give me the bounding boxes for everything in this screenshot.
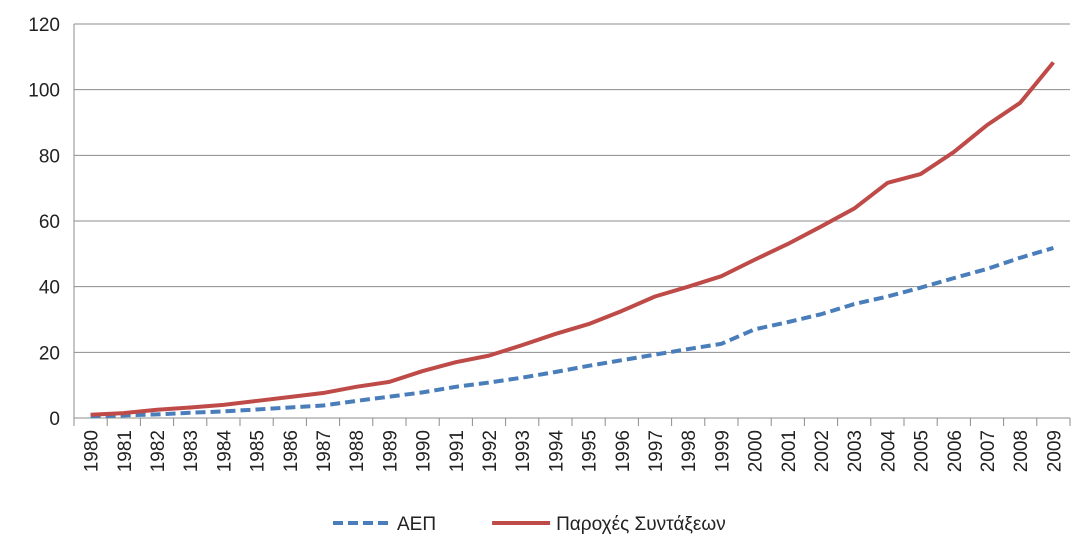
legend-label: Παροχές Συντάξεων xyxy=(556,514,726,535)
series-line xyxy=(90,246,1054,419)
x-tick-label: 1994 xyxy=(546,430,567,473)
y-tick-label: 0 xyxy=(49,409,60,430)
y-tick-label: 80 xyxy=(39,146,60,167)
x-tick-label: 2000 xyxy=(746,430,767,472)
x-tick-label: 1993 xyxy=(513,430,534,472)
series-line xyxy=(90,61,1055,417)
x-tick-label: 2001 xyxy=(779,430,800,472)
x-tick-label: 1986 xyxy=(281,430,302,472)
x-tick-label: 2004 xyxy=(878,430,899,473)
x-tick-label: 2009 xyxy=(1044,430,1065,472)
legend-label: ΑΕΠ xyxy=(397,514,436,535)
y-tick-label: 20 xyxy=(39,343,60,364)
x-tick-label: 2002 xyxy=(812,430,833,472)
y-tick-label: 60 xyxy=(39,212,60,233)
x-tick-label: 1989 xyxy=(380,430,401,472)
x-tick-label: 2003 xyxy=(845,430,866,472)
x-tick-label: 1982 xyxy=(148,430,169,472)
x-tick-label: 1984 xyxy=(214,430,235,473)
y-tick-label: 40 xyxy=(39,278,60,299)
x-tick-label: 1995 xyxy=(580,430,601,472)
x-tick-label: 1996 xyxy=(613,430,634,472)
x-tick-label: 1983 xyxy=(181,430,202,472)
x-tick-label: 2007 xyxy=(978,430,999,472)
x-tick-label: 1987 xyxy=(314,430,335,472)
x-tick-label: 2006 xyxy=(945,430,966,472)
x-tick-label: 1997 xyxy=(646,430,667,472)
y-tick-label: 100 xyxy=(28,81,60,102)
x-tick-label: 1980 xyxy=(82,430,103,472)
x-tick-label: 1991 xyxy=(447,430,468,472)
x-tick-label: 1998 xyxy=(679,430,700,472)
x-tick-label: 1999 xyxy=(712,430,733,472)
x-tick-label: 2008 xyxy=(1011,430,1032,472)
x-tick-label: 1990 xyxy=(414,430,435,472)
x-tick-label: 2005 xyxy=(912,430,933,472)
y-tick-label: 120 xyxy=(28,15,60,36)
x-tick-label: 1985 xyxy=(248,430,269,472)
x-tick-label: 1992 xyxy=(480,430,501,472)
x-tick-label: 1988 xyxy=(347,430,368,472)
x-tick-label: 1981 xyxy=(115,430,136,472)
